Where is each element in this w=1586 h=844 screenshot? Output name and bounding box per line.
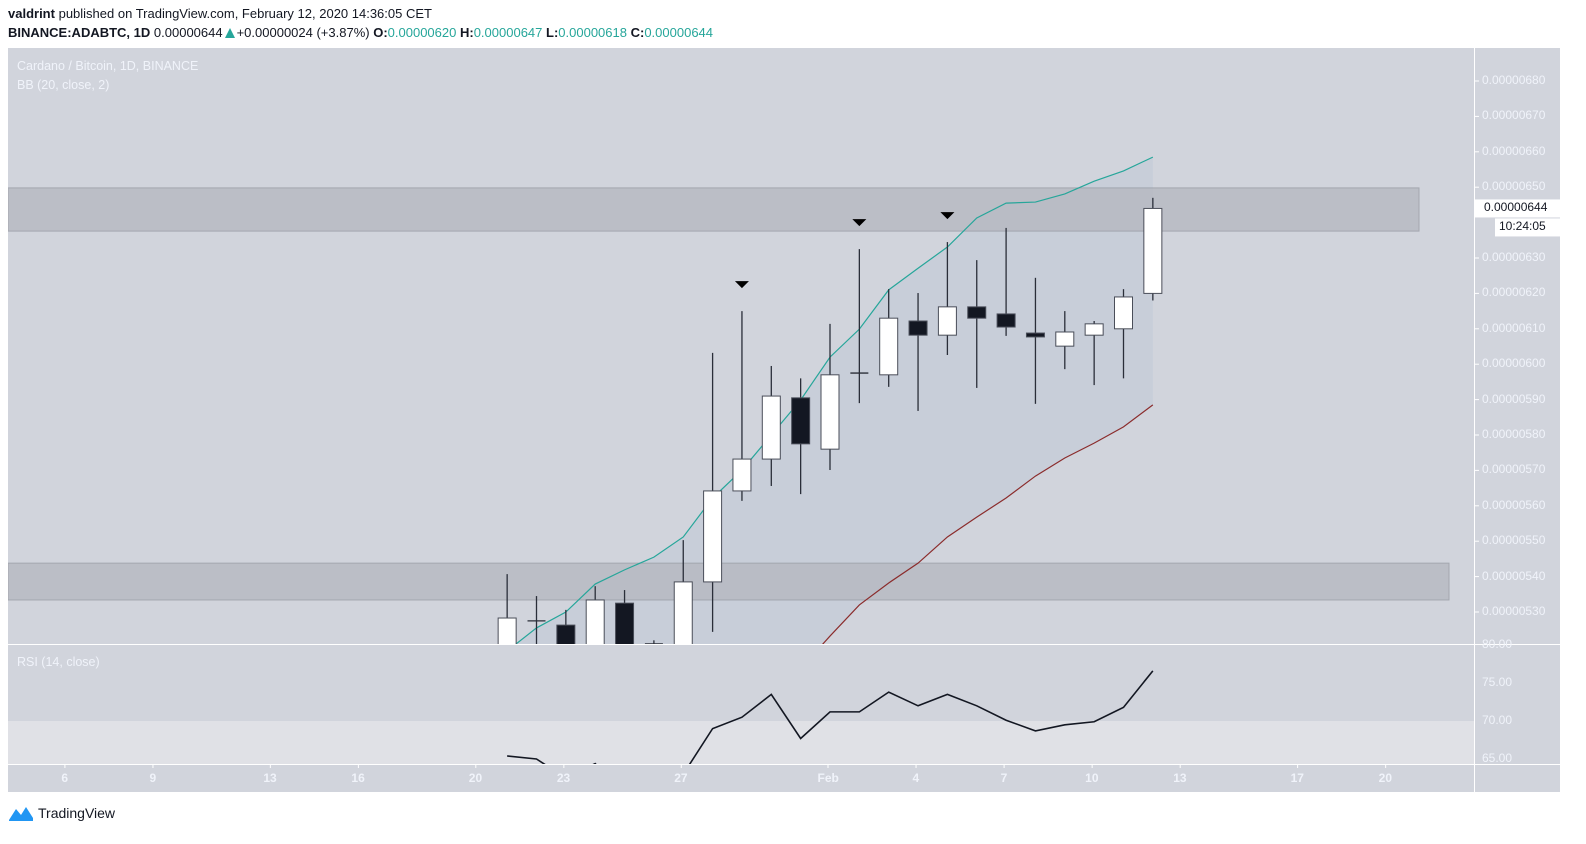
price-tick-label: 0.00000620 — [1482, 285, 1546, 300]
rsi-tick-label: 65.00 — [1482, 751, 1513, 765]
price-tick-label: 0.00000670 — [1482, 108, 1546, 123]
time-tick-label: 16 — [351, 771, 365, 785]
bb-lower-line — [822, 404, 1154, 644]
price-tick-label: 0.00000680 — [1482, 73, 1546, 87]
candle-body — [1084, 323, 1104, 336]
footer-brand[interactable]: TradingView — [8, 804, 115, 822]
price-tick-label: 0.00000650 — [1482, 179, 1546, 194]
time-tick-label: 6 — [61, 771, 69, 785]
signal-arrow-down-icon — [940, 212, 955, 220]
time-tick-label: 20 — [468, 771, 483, 785]
time-tick-label: 13 — [263, 771, 277, 785]
price-tick-label: 0.00000610 — [1482, 320, 1546, 335]
time-tick-label: 7 — [1000, 771, 1008, 785]
resistance-zone-0 — [8, 187, 1420, 232]
candle-body — [497, 617, 517, 644]
candle-body — [673, 581, 693, 644]
rsi-legend[interactable]: RSI (14, close) — [17, 655, 100, 669]
price-tick-label: 0.00000560 — [1482, 497, 1546, 512]
time-tick-label: 10 — [1085, 771, 1099, 785]
price-pane[interactable] — [8, 156, 1450, 684]
price-tick-label: 0.00000540 — [1482, 568, 1546, 583]
price-tick-label: 0.00000550 — [1482, 533, 1546, 548]
resistance-zone-1 — [8, 562, 1450, 601]
published-text: published on TradingView.com, February 1… — [58, 6, 432, 21]
price-tick-label: 0.00000580 — [1482, 427, 1546, 441]
open-value: 0.00000620 — [387, 25, 457, 40]
price-tick-label: 0.00000630 — [1482, 250, 1546, 264]
chart-legend-title: Cardano / Bitcoin, 1D, BINANCE — [17, 59, 199, 73]
bb-legend[interactable]: BB (20, close, 2) — [17, 78, 110, 92]
candle-body — [1143, 207, 1163, 294]
high-label: H: — [459, 25, 474, 40]
signal-arrow-down-icon — [852, 219, 867, 227]
candle-body — [703, 490, 723, 583]
candle-body — [967, 306, 987, 319]
candle-body — [791, 397, 811, 445]
time-tick-label: 23 — [556, 771, 571, 785]
tradingview-logo-icon — [9, 807, 33, 821]
candle-body — [761, 395, 781, 460]
author[interactable]: valdrint — [8, 6, 55, 21]
price-change: +0.00000024 (+3.87%) — [236, 25, 370, 40]
rsi-tick-label: 70.00 — [1482, 713, 1513, 727]
candle-body — [937, 306, 957, 336]
current-price-marker — [1475, 199, 1561, 218]
rsi-band — [8, 721, 1474, 764]
candle-body — [908, 320, 928, 336]
price-tick-label: 0.00000660 — [1482, 143, 1546, 158]
last-price: 0.00000644 — [153, 25, 223, 40]
candle-body — [732, 458, 752, 492]
candle-body — [820, 374, 840, 450]
candle-body — [1114, 296, 1133, 330]
price-tick-label: 0.00000590 — [1482, 391, 1546, 406]
low-label: L: — [546, 25, 559, 40]
current-price-label: 0.00000644 — [1484, 200, 1548, 215]
symbol: BINANCE:ADABTC, 1D — [8, 25, 151, 40]
price-tick-label: 0.00000570 — [1482, 462, 1546, 477]
countdown-marker — [1495, 218, 1560, 237]
rsi-pane[interactable] — [8, 670, 1474, 797]
rsi-line — [507, 670, 1154, 764]
time-tick-label: Feb — [817, 771, 839, 785]
rsi-tick-label: 75.00 — [1482, 675, 1513, 689]
bar-countdown-label: 10:24:05 — [1499, 219, 1546, 234]
price-tick-label: 0.00000600 — [1482, 356, 1546, 371]
candle-body — [585, 599, 605, 644]
candle-body — [1025, 332, 1045, 338]
candle-body — [879, 317, 899, 376]
open-label: O: — [373, 25, 388, 40]
time-tick-label: 27 — [674, 771, 688, 785]
brand-name: TradingView — [38, 805, 116, 821]
time-tick-label: 20 — [1378, 771, 1392, 785]
symbol-info: BINANCE:ADABTC, 1D 0.00000644 +0.00000024… — [8, 25, 713, 40]
time-tick-label: 9 — [149, 771, 157, 785]
candle-body — [996, 313, 1016, 328]
publish-info: valdrint published on TradingView.com, F… — [8, 6, 432, 21]
time-tick-label: 13 — [1173, 771, 1187, 785]
signal-arrow-down-icon — [734, 281, 749, 289]
up-arrow-icon — [224, 28, 235, 38]
candle-body — [615, 602, 635, 644]
price-tick-label: 0.00000530 — [1482, 604, 1546, 618]
candle-body — [556, 624, 576, 644]
time-tick-label: 17 — [1290, 771, 1304, 785]
low-value: 0.00000618 — [558, 25, 627, 40]
high-value: 0.00000647 — [473, 25, 543, 40]
close-label: C: — [630, 25, 645, 40]
candle-body — [1055, 331, 1075, 347]
close-value: 0.00000644 — [644, 25, 714, 40]
rsi-tick-label: 80.00 — [1482, 637, 1513, 651]
time-tick-label: 4 — [912, 771, 920, 785]
